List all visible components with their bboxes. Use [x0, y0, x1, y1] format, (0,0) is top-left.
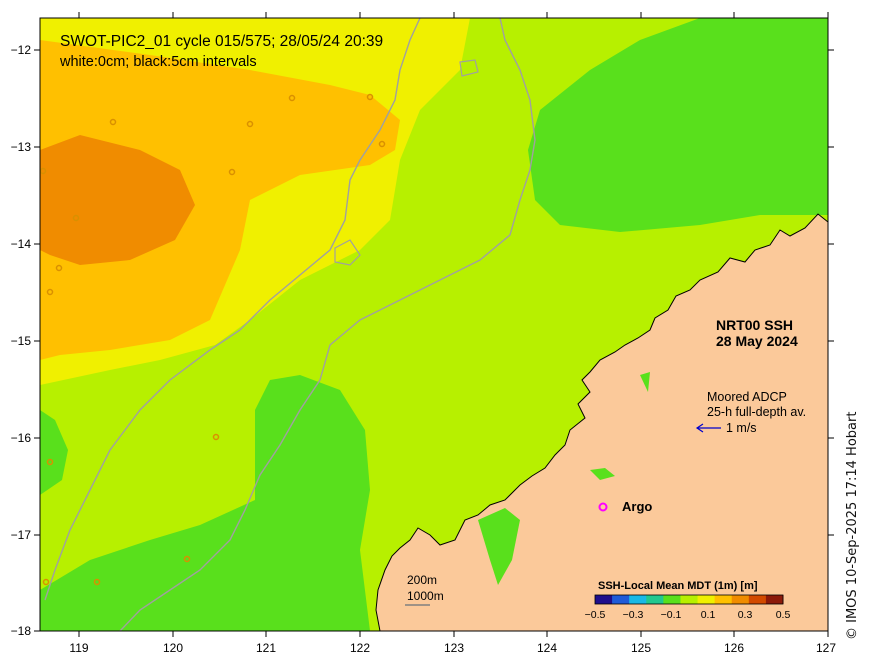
imos-credit: © IMOS 10-Sep-2025 17:14 Hobart	[845, 411, 860, 640]
colorbar-cell	[714, 595, 733, 604]
map-title: SWOT-PIC2_01 cycle 015/575; 28/05/24 20:…	[60, 33, 383, 50]
x-tick-label: 120	[163, 641, 183, 655]
x-tick-label: 121	[256, 641, 276, 655]
y-tick-label: −18	[11, 624, 32, 638]
colorbar-tick: −0.3	[623, 609, 644, 621]
y-tick-label: −14	[11, 237, 32, 251]
bathy-ring-2	[459, 59, 479, 77]
colorbar	[595, 595, 784, 604]
x-tick-label: 124	[537, 641, 557, 655]
colorbar-title: SSH-Local Mean MDT (1m) [m]	[598, 580, 758, 592]
coastal-inlet-3	[640, 372, 650, 392]
adcp-averaging: 25-h full-depth av.	[707, 405, 806, 419]
colorbar-cell	[680, 595, 699, 604]
map-subtitle: white:0cm; black:5cm intervals	[59, 54, 257, 70]
adcp-scale: 1 m/s	[726, 421, 757, 435]
ssh-field-high	[40, 135, 195, 265]
colorbar-cell	[646, 595, 664, 604]
argo-label: Argo	[622, 499, 652, 514]
colorbar-tick: 0.3	[738, 609, 753, 621]
colorbar-cell	[629, 595, 647, 604]
coastal-inlet-1	[478, 508, 520, 585]
y-tick-label: −15	[11, 334, 32, 348]
y-tick-label: −12	[11, 43, 32, 57]
x-tick-label: 123	[444, 641, 464, 655]
argo-marker-icon	[598, 502, 608, 512]
colorbar-cell	[612, 595, 630, 604]
colorbar-tick: 0.1	[701, 609, 716, 621]
bathy-200m-label: 200m	[407, 573, 437, 587]
y-tick-label: −16	[11, 431, 32, 445]
colorbar-cell	[595, 595, 613, 604]
swot-points	[40, 93, 386, 586]
y-tick-marks	[34, 49, 834, 632]
ssh-field-green-sw	[40, 375, 370, 631]
x-tick-label: 119	[69, 641, 88, 655]
ssh-field-green-w	[40, 410, 68, 495]
colorbar-cell	[731, 595, 750, 604]
colorbar-tick: 0.5	[776, 609, 791, 621]
product-date: 28 May 2024	[716, 333, 798, 349]
y-tick-label: −17	[11, 528, 32, 542]
x-tick-label: 127	[816, 641, 836, 655]
plot-frame	[39, 17, 829, 632]
colorbar-tick: −0.1	[661, 609, 682, 621]
x-tick-marks	[78, 12, 829, 637]
colorbar-frame	[594, 594, 784, 605]
y-tick-label: −13	[11, 140, 32, 154]
adcp-label: Moored ADCP	[707, 390, 787, 404]
bathy-1000m	[44, 18, 421, 601]
coastal-inlet-2	[590, 468, 615, 480]
bathy-200m	[119, 18, 536, 631]
x-tick-label: 125	[631, 641, 651, 655]
product-name: NRT00 SSH	[716, 317, 793, 333]
x-tick-label: 122	[350, 641, 370, 655]
adcp-arrow-icon	[695, 423, 721, 433]
colorbar-cell	[663, 595, 681, 604]
ssh-field-green-ne	[528, 18, 828, 232]
colorbar-cell	[748, 595, 767, 604]
x-tick-label: 126	[724, 641, 744, 655]
ssh-field-orange	[40, 40, 400, 360]
colorbar-cell	[697, 595, 716, 604]
map-plot-area	[40, 18, 828, 631]
colorbar-cell	[765, 595, 784, 604]
bathy-1000m-label: 1000m	[407, 589, 444, 603]
bathy-ring-1	[334, 239, 361, 266]
colorbar-tick: −0.5	[585, 609, 606, 621]
